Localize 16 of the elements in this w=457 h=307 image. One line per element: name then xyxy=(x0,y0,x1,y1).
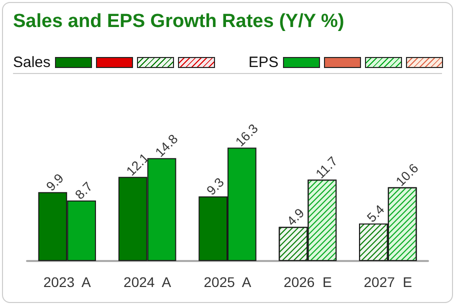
data-label: 16.3 xyxy=(232,120,261,150)
data-label: 10.6 xyxy=(392,160,422,190)
data-label: 12.1 xyxy=(123,150,152,179)
chart-title: Sales and EPS Growth Rates (Y/Y %) xyxy=(13,11,344,33)
data-label: 5.4 xyxy=(364,202,388,226)
x-tick-label: 2026 E xyxy=(284,274,332,290)
data-label: 4.9 xyxy=(284,205,308,229)
x-tick-label: 2027 E xyxy=(364,274,412,290)
data-label: 8.7 xyxy=(72,178,96,202)
legend-label: EPS xyxy=(248,54,279,70)
legend-label: Sales xyxy=(13,54,51,70)
data-label: 9.9 xyxy=(43,170,66,194)
data-label: 9.3 xyxy=(204,174,227,198)
x-tick-label: 2024 A xyxy=(124,274,172,290)
x-tick-label: 2023 A xyxy=(43,274,92,290)
x-tick-label: 2025 A xyxy=(204,274,252,290)
